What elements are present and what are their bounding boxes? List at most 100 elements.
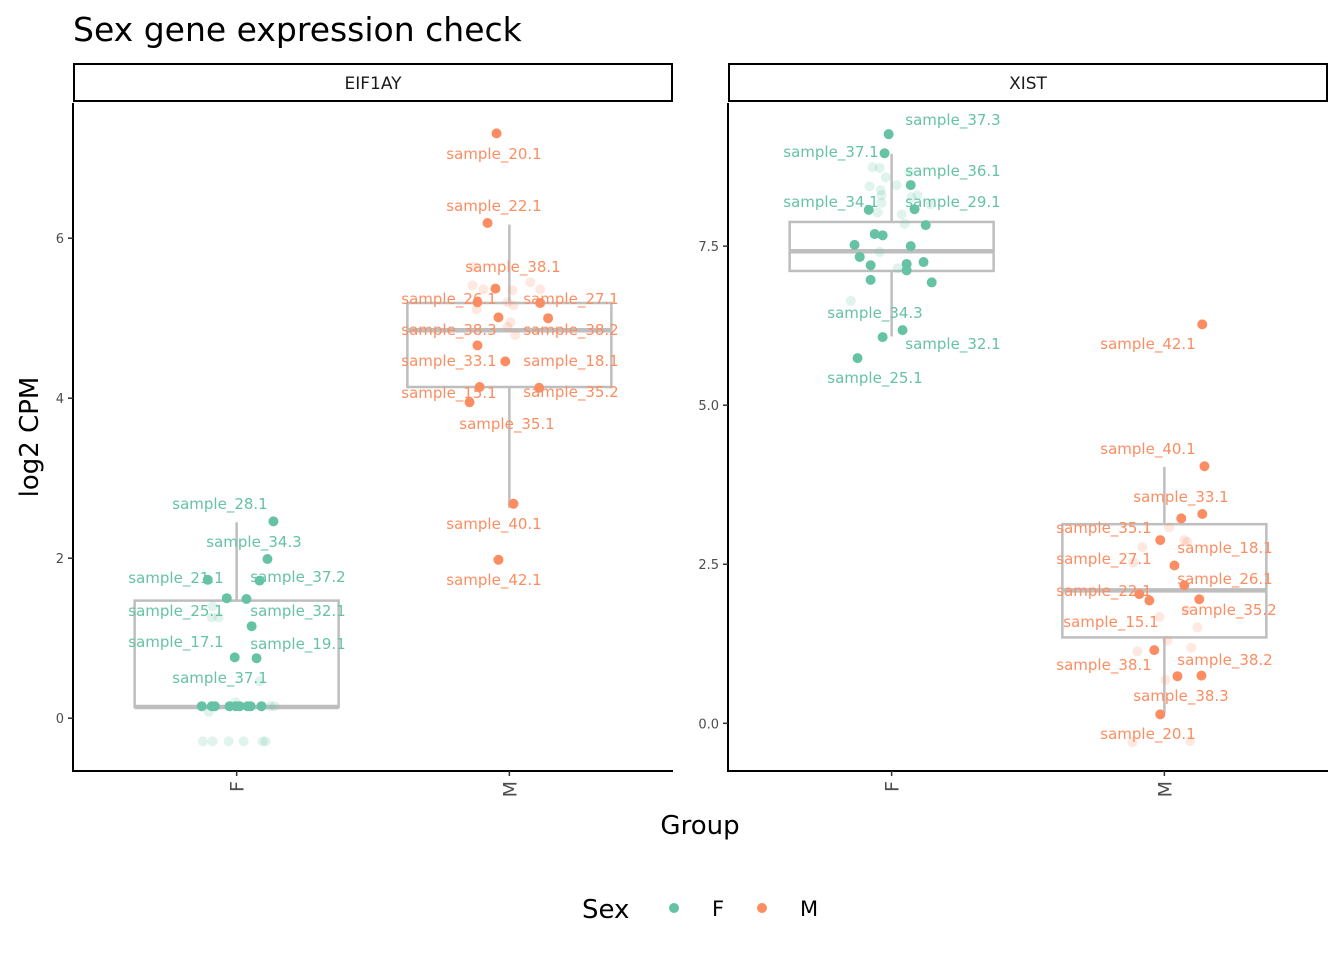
point-label: sample_34.3	[827, 304, 922, 323]
point-label: sample_27.1	[1056, 550, 1151, 569]
faded-point	[223, 736, 234, 747]
faded-point	[206, 612, 217, 623]
y-tick-label: 5.0	[698, 399, 719, 414]
faded-point	[468, 262, 479, 272]
data-point	[1149, 645, 1160, 656]
faded-point	[1154, 612, 1165, 623]
faded-point	[1192, 622, 1203, 633]
faded-point	[899, 218, 910, 229]
strip-label: EIF1AY	[344, 74, 402, 94]
point-label: sample_35.2	[1181, 601, 1276, 620]
data-point	[245, 701, 256, 712]
data-point	[1155, 535, 1166, 546]
data-point	[869, 229, 880, 240]
faded-point	[896, 209, 907, 220]
faded-point	[867, 162, 878, 173]
strip-label: XIST	[1009, 74, 1047, 94]
data-point	[1155, 709, 1166, 720]
point-label: sample_25.1	[128, 602, 223, 621]
faded-point	[213, 612, 224, 623]
data-point	[849, 239, 860, 250]
chart-title: Sex gene expression check	[73, 10, 523, 49]
faded-point	[876, 197, 887, 208]
faded-point	[508, 300, 519, 311]
point-label: sample_37.3	[905, 111, 1000, 130]
point-label: sample_38.2	[1177, 651, 1272, 670]
y-tick-label: 4	[56, 392, 64, 407]
point-label: sample_28.1	[172, 495, 267, 514]
faded-point	[892, 263, 903, 274]
point-label: sample_21.1	[128, 569, 223, 588]
data-point	[1197, 319, 1208, 330]
point-label: sample_29.1	[905, 193, 1000, 212]
data-point	[221, 593, 232, 604]
data-point	[534, 382, 545, 393]
point-label: sample_26.1	[401, 290, 496, 309]
point-label: sample_42.1	[446, 571, 541, 590]
point-label: sample_19.1	[250, 635, 345, 654]
data-point	[209, 701, 220, 712]
point-label: sample_37.1	[172, 669, 267, 688]
panel-xist: XIST sample_37.3 sample_37.1 sample_36.1sam…	[698, 63, 1328, 797]
data-point	[535, 298, 546, 308]
point-label: sample_15.1	[1063, 613, 1158, 632]
x-tick-label: F	[882, 781, 904, 792]
y-tick-label: 7.5	[698, 240, 719, 255]
data-point	[1176, 513, 1187, 524]
data-point	[229, 652, 240, 663]
data-point	[254, 575, 265, 586]
data-point	[879, 148, 890, 159]
point-label: sample_22.1	[446, 197, 541, 216]
faded-point	[467, 280, 478, 291]
y-tick-label: 2.5	[698, 558, 719, 573]
point-label: sample_42.1	[1100, 335, 1195, 354]
faded-point	[502, 297, 513, 308]
data-point	[500, 356, 511, 367]
point-label: sample_37.1	[783, 143, 878, 162]
data-point	[901, 265, 912, 276]
point-label: sample_15.1	[401, 384, 496, 403]
y-tick-label: 2	[56, 552, 64, 567]
y-tick-label: 6	[56, 232, 64, 247]
faded-point	[872, 207, 883, 218]
data-point	[1172, 671, 1183, 682]
data-point	[508, 498, 519, 509]
point-label: sample_38.3	[401, 321, 496, 340]
legend-title: Sex	[582, 895, 629, 925]
point-label: sample_38.2	[523, 321, 618, 340]
point-label: sample_38.1	[465, 258, 560, 277]
data-point	[234, 701, 245, 712]
point-label: sample_33.1	[1133, 488, 1228, 507]
faded-point	[535, 284, 546, 295]
data-point	[1197, 508, 1208, 519]
data-point	[920, 220, 931, 231]
faded-point	[269, 701, 280, 712]
data-point	[262, 554, 273, 564]
y-tick-label: 0.0	[698, 717, 719, 732]
point-label: sample_33.1	[401, 352, 496, 371]
faded-point	[891, 180, 902, 191]
data-point	[493, 554, 504, 565]
point-label: sample_34.1	[783, 193, 878, 212]
faded-point	[880, 172, 891, 183]
faded-point	[845, 295, 856, 306]
data-point	[490, 283, 501, 294]
data-point	[196, 701, 207, 712]
point-label: sample_20.1	[446, 145, 541, 164]
data-point	[1144, 595, 1155, 606]
data-point	[909, 204, 920, 215]
data-point	[905, 241, 916, 252]
data-point	[1199, 461, 1210, 472]
point-label: sample_38.3	[1133, 687, 1228, 706]
point-label: sample_17.1	[128, 633, 223, 652]
point-label: sample_35.2	[523, 383, 618, 402]
data-point	[1179, 580, 1190, 591]
legend: Sex F M	[582, 895, 818, 925]
faded-point	[254, 676, 265, 687]
legend-key-m	[757, 903, 767, 913]
point-label: sample_32.1	[250, 602, 345, 621]
faded-point	[906, 192, 917, 203]
point-label: sample_36.1	[905, 162, 1000, 181]
